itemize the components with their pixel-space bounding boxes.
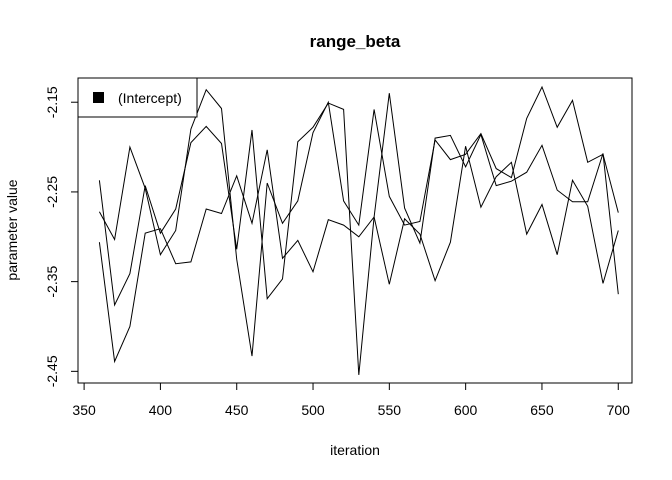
series-line-2	[98, 93, 619, 375]
y-tick-label: -2.45	[44, 355, 60, 387]
series-layer	[98, 85, 619, 375]
x-tick-label: 550	[378, 402, 402, 418]
y-tick-label: -2.15	[44, 86, 60, 118]
y-tick-label: -2.35	[44, 265, 60, 297]
x-tick-label: 450	[225, 402, 249, 418]
series-line-1	[98, 85, 619, 357]
x-axis: 350 400 450 500 550 600 650 700	[72, 382, 631, 418]
legend: (Intercept)	[77, 77, 198, 118]
x-tick-label: 400	[149, 402, 173, 418]
y-axis-label: parameter value	[4, 179, 20, 280]
x-tick-label: 350	[72, 402, 96, 418]
x-tick-label: 650	[530, 402, 554, 418]
y-tick-label: -2.25	[44, 176, 60, 208]
y-axis: -2.15 -2.25 -2.35 -2.45	[44, 86, 79, 387]
legend-symbol	[93, 92, 104, 103]
x-tick-label: 600	[454, 402, 478, 418]
legend-label: (Intercept)	[118, 90, 182, 106]
series-line-3	[98, 146, 619, 364]
x-tick-label: 500	[301, 402, 325, 418]
chart-title: range_beta	[310, 32, 401, 51]
x-tick-label: 700	[607, 402, 631, 418]
x-axis-label: iteration	[330, 442, 380, 458]
